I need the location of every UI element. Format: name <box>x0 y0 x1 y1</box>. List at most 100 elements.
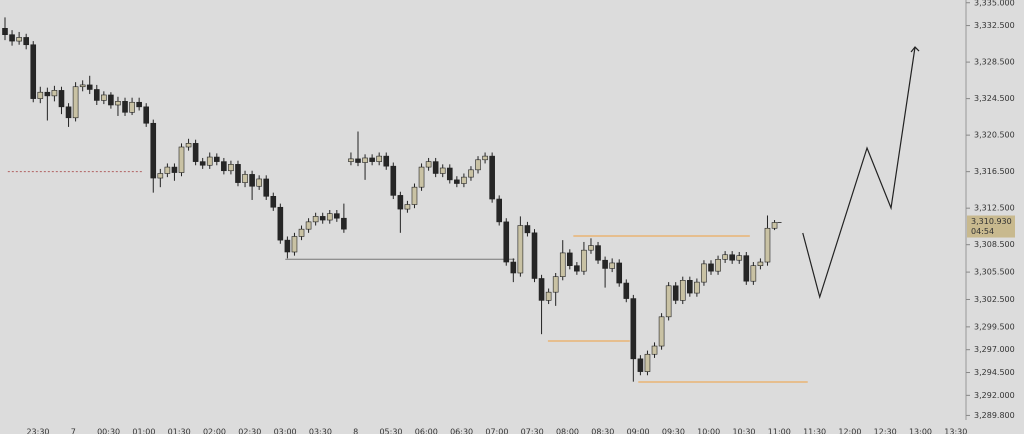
x-tick-label: 11:00 <box>768 428 791 434</box>
candle-body <box>192 143 199 162</box>
candle-body <box>658 316 665 347</box>
candle-body <box>86 84 93 90</box>
x-tick-label: 11:30 <box>803 428 826 434</box>
candle-body <box>214 156 220 162</box>
candle-body <box>588 245 594 251</box>
x-tick-label: 08:00 <box>556 428 579 434</box>
candle-body <box>461 176 467 184</box>
candle-body <box>454 179 460 184</box>
y-tick-label: 3,324.500 <box>974 94 1015 103</box>
candle-body <box>44 91 51 97</box>
x-tick-label: 06:30 <box>450 428 473 434</box>
candle-body <box>743 255 750 282</box>
candle-body <box>348 158 354 162</box>
candle-body <box>687 280 693 294</box>
candle-body <box>242 174 248 183</box>
candle-body <box>291 236 298 253</box>
candle-body <box>157 173 164 179</box>
x-tick-label: 09:00 <box>627 428 650 434</box>
candle-body <box>729 254 735 261</box>
x-tick-label: 12:00 <box>838 428 861 434</box>
x-tick-label: 10:00 <box>697 428 720 434</box>
candle-body <box>425 161 432 168</box>
candle-body <box>341 217 347 230</box>
x-tick-label: 02:00 <box>203 428 226 434</box>
candle-body <box>510 261 517 274</box>
candle-body <box>9 34 15 42</box>
candle-body <box>517 225 524 274</box>
candle-body <box>475 159 481 171</box>
candle-body <box>432 161 439 174</box>
candle-body <box>722 254 728 260</box>
candle-body <box>559 252 566 277</box>
candle-body <box>602 259 608 269</box>
candle-body <box>284 239 291 253</box>
y-tick-label: 3,299.500 <box>974 322 1015 331</box>
candle-body <box>199 161 206 166</box>
candle-body <box>334 213 340 219</box>
y-tick-label: 3,335.000 <box>974 0 1015 7</box>
candle-body <box>616 262 623 284</box>
candle-body <box>383 155 390 167</box>
candle-body <box>235 164 241 183</box>
x-tick-label: 02:30 <box>238 428 261 434</box>
candle-body <box>630 298 637 360</box>
y-tick-label: 3,312.500 <box>974 204 1015 213</box>
candle-body <box>623 282 630 299</box>
candle-body <box>298 228 305 237</box>
candle-body <box>312 216 319 223</box>
candle-body <box>115 101 121 106</box>
x-tick-label: 8 <box>353 428 358 434</box>
x-tick-label: 7 <box>71 428 76 434</box>
x-tick-label: 09:30 <box>662 428 685 434</box>
candle-body <box>136 101 142 108</box>
candle-body <box>581 249 587 272</box>
candle-body <box>369 157 375 162</box>
last-price-label: 3,310.930 <box>971 217 1012 226</box>
candle-body <box>362 157 368 163</box>
candle-body <box>566 252 573 266</box>
candle-body <box>503 221 510 263</box>
candle-body <box>178 146 185 173</box>
x-tick-label: 12:30 <box>874 428 897 434</box>
y-tick-label: 3,332.500 <box>974 21 1015 30</box>
countdown-label: 04:54 <box>971 227 994 236</box>
candle-body <box>538 278 545 301</box>
candle-body <box>679 280 686 301</box>
candle-body <box>305 221 312 230</box>
candle-body <box>665 285 672 318</box>
x-tick-label: 01:30 <box>168 428 191 434</box>
candle-body <box>319 216 326 221</box>
candle-body <box>736 255 743 261</box>
candle-body <box>439 167 446 174</box>
y-tick-label: 3,305.500 <box>974 268 1015 277</box>
candle-body <box>23 37 29 46</box>
y-tick-label: 3,302.500 <box>974 295 1015 304</box>
candle-body <box>93 89 100 101</box>
candle-body <box>418 166 425 188</box>
x-tick-label: 23:30 <box>26 428 49 434</box>
candle-body <box>468 169 474 178</box>
candle-body <box>221 161 227 172</box>
candle-body <box>644 353 651 372</box>
candle-body <box>545 291 552 301</box>
x-tick-label: 07:30 <box>521 428 544 434</box>
candle-body <box>489 155 495 200</box>
candle-body <box>16 37 22 42</box>
candle-body <box>672 285 679 301</box>
candle-body <box>129 101 135 113</box>
candle-body <box>764 227 771 263</box>
candle-body <box>79 84 86 88</box>
x-tick-label: 07:00 <box>485 428 508 434</box>
projection-arrowhead <box>910 46 920 53</box>
y-tick-label: 3,316.500 <box>974 167 1015 176</box>
candle-body <box>143 106 149 124</box>
x-tick-label: 01:00 <box>132 428 155 434</box>
candle-body <box>771 222 778 229</box>
x-tick-label: 08:30 <box>591 428 614 434</box>
x-tick-label: 13:00 <box>909 428 932 434</box>
candle-body <box>51 90 58 97</box>
